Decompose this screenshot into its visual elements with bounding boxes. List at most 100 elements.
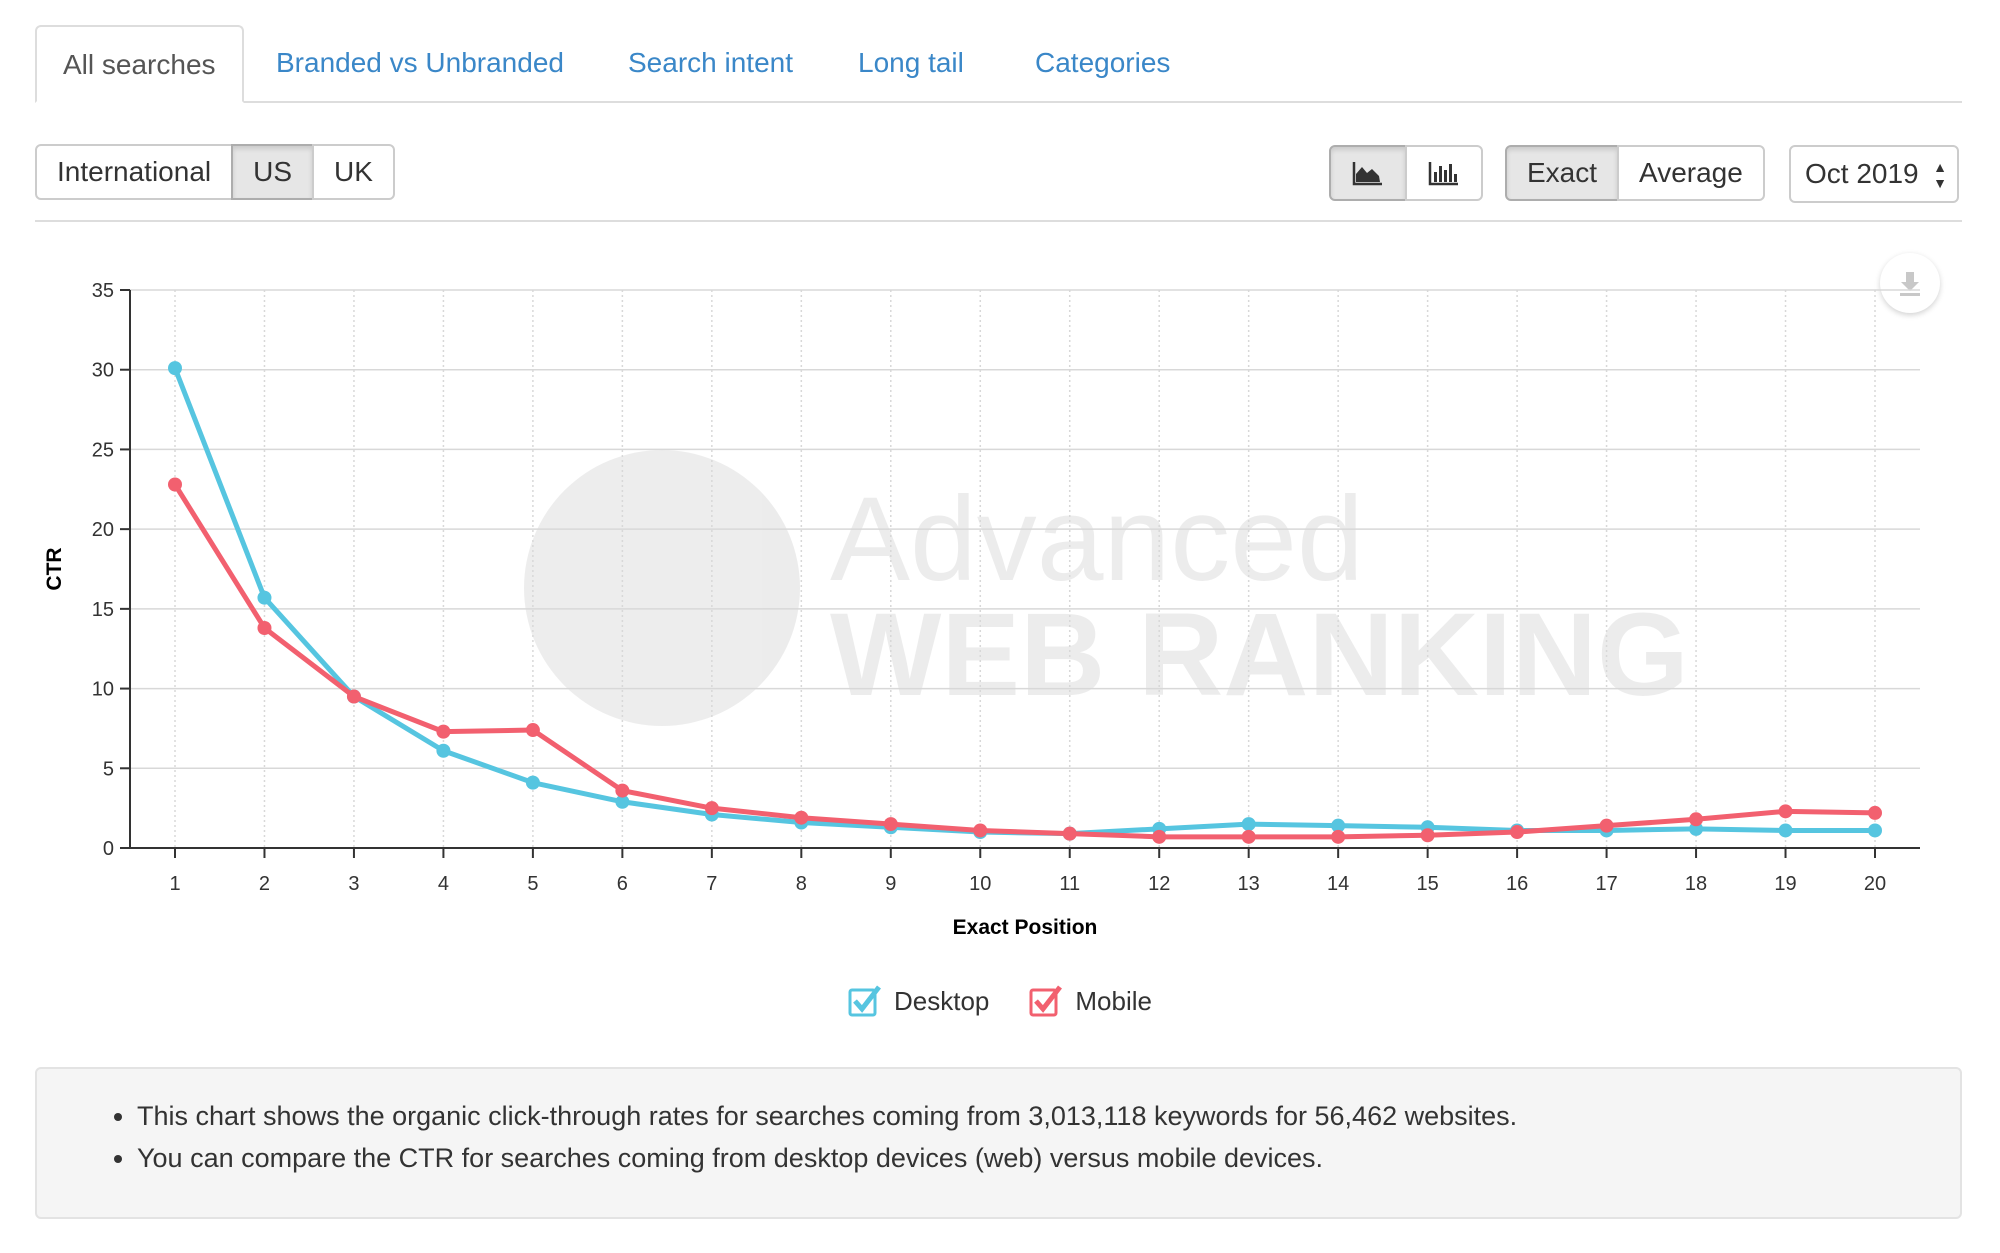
y-tick-label: 20	[92, 519, 114, 541]
data-point-desktop	[1241, 817, 1256, 832]
mode-button-group: Exact Average	[1505, 145, 1765, 201]
tab-all-searches[interactable]: All searches	[35, 25, 244, 103]
data-point-mobile	[1152, 829, 1167, 844]
bar-chart-button[interactable]	[1405, 145, 1483, 201]
date-select[interactable]: Oct 2019 ▲ ▼	[1789, 145, 1959, 203]
date-select-value: Oct 2019	[1805, 158, 1919, 189]
legend-item-desktop[interactable]: Desktop	[848, 985, 989, 1017]
x-tick-label: 4	[438, 873, 449, 895]
y-axis-label: CTR	[43, 547, 66, 590]
data-point-mobile	[1420, 828, 1435, 843]
data-point-mobile	[1510, 825, 1525, 840]
data-point-desktop	[525, 775, 540, 790]
tab-bar: All searches Branded vs Unbranded Search…	[35, 25, 1962, 103]
download-button[interactable]	[1880, 253, 1940, 313]
watermark-line1: Advanced	[830, 472, 1364, 606]
x-tick-label: 13	[1238, 873, 1260, 895]
chart-series	[168, 361, 1882, 844]
y-tick-label: 15	[92, 599, 114, 621]
y-tick-label: 0	[103, 838, 114, 860]
info-bullet: You can compare the CTR for searches com…	[137, 1137, 1920, 1179]
chart-legend: Desktop Mobile	[0, 985, 2000, 1017]
y-tick-label: 25	[92, 439, 114, 461]
data-point-mobile	[1241, 829, 1256, 844]
data-point-desktop	[1778, 823, 1793, 838]
chart-type-button-group	[1329, 145, 1483, 201]
tab-long-tail[interactable]: Long tail	[858, 47, 964, 78]
y-tick-label: 10	[92, 679, 114, 701]
y-tick-label: 30	[92, 360, 114, 382]
data-point-mobile	[1599, 818, 1614, 833]
watermark-line2: WEB RANKING	[830, 589, 1689, 721]
tab-categories[interactable]: Categories	[1035, 47, 1171, 78]
data-point-mobile	[973, 823, 988, 838]
x-tick-label: 7	[706, 873, 717, 895]
x-tick-label: 5	[527, 873, 538, 895]
data-point-mobile	[1868, 805, 1882, 820]
x-tick-label: 6	[617, 873, 628, 895]
data-point-mobile	[883, 817, 898, 832]
info-panel: This chart shows the organic click-throu…	[35, 1067, 1962, 1219]
series-mobile	[168, 477, 1882, 844]
region-us-button[interactable]: US	[231, 144, 315, 200]
x-tick-label: 12	[1148, 873, 1170, 895]
updown-arrows-icon: ▲ ▼	[1933, 159, 1947, 191]
data-point-desktop	[168, 361, 182, 376]
x-tick-label: 19	[1774, 873, 1796, 895]
tab-search-intent[interactable]: Search intent	[628, 47, 793, 78]
series-line-mobile	[172, 483, 1876, 840]
data-point-desktop	[1868, 823, 1882, 838]
data-point-desktop	[436, 743, 451, 758]
data-point-mobile	[1062, 826, 1077, 841]
toolbar-divider	[35, 220, 1962, 222]
data-point-desktop	[1689, 821, 1704, 836]
x-axis-label: Exact Position	[953, 916, 1098, 939]
data-point-mobile	[257, 620, 272, 635]
region-international-button[interactable]: International	[35, 144, 234, 200]
average-button[interactable]: Average	[1617, 145, 1765, 201]
info-list: This chart shows the organic click-throu…	[107, 1095, 1920, 1179]
tab-branded-vs-unbranded[interactable]: Branded vs Unbranded	[276, 47, 564, 78]
y-tick-label: 35	[92, 280, 114, 302]
data-point-mobile	[704, 801, 719, 816]
x-tick-label: 9	[885, 873, 896, 895]
data-point-mobile	[794, 810, 809, 825]
data-point-mobile	[525, 723, 540, 738]
x-tick-label: 16	[1506, 873, 1528, 895]
checkbox-checked-icon	[848, 985, 881, 1017]
data-point-mobile	[436, 724, 451, 739]
data-point-mobile	[1778, 804, 1793, 819]
checkbox-checked-icon	[1029, 985, 1063, 1017]
download-icon	[1900, 272, 1920, 296]
data-point-mobile	[1689, 812, 1704, 827]
chart-grid	[130, 289, 1920, 848]
x-tick-label: 10	[969, 873, 991, 895]
region-uk-button[interactable]: UK	[312, 144, 395, 200]
exact-button[interactable]: Exact	[1505, 145, 1620, 201]
x-tick-label: 15	[1417, 873, 1439, 895]
x-tick-label: 2	[259, 873, 270, 895]
data-point-mobile	[346, 689, 361, 704]
data-point-desktop	[257, 590, 272, 605]
x-tick-label: 3	[348, 873, 359, 895]
info-bullet: This chart shows the organic click-throu…	[137, 1095, 1920, 1137]
region-button-group: International US UK	[35, 144, 395, 200]
y-tick-label: 5	[103, 758, 114, 780]
legend-label-mobile: Mobile	[1075, 985, 1152, 1016]
x-tick-label: 18	[1685, 873, 1707, 895]
data-point-desktop	[615, 794, 630, 809]
watermark: Advanced WEB RANKING	[524, 450, 1689, 726]
data-point-mobile	[1331, 829, 1346, 844]
legend-item-mobile[interactable]: Mobile	[1029, 985, 1152, 1017]
data-point-mobile	[615, 783, 630, 798]
data-point-mobile	[168, 477, 182, 492]
x-tick-label: 1	[169, 873, 180, 895]
legend-label-desktop: Desktop	[894, 985, 990, 1016]
x-tick-label: 17	[1595, 873, 1617, 895]
area-chart-icon	[1352, 162, 1382, 186]
x-tick-label: 20	[1864, 873, 1886, 895]
x-tick-label: 8	[796, 873, 807, 895]
area-chart-button[interactable]	[1329, 145, 1407, 201]
